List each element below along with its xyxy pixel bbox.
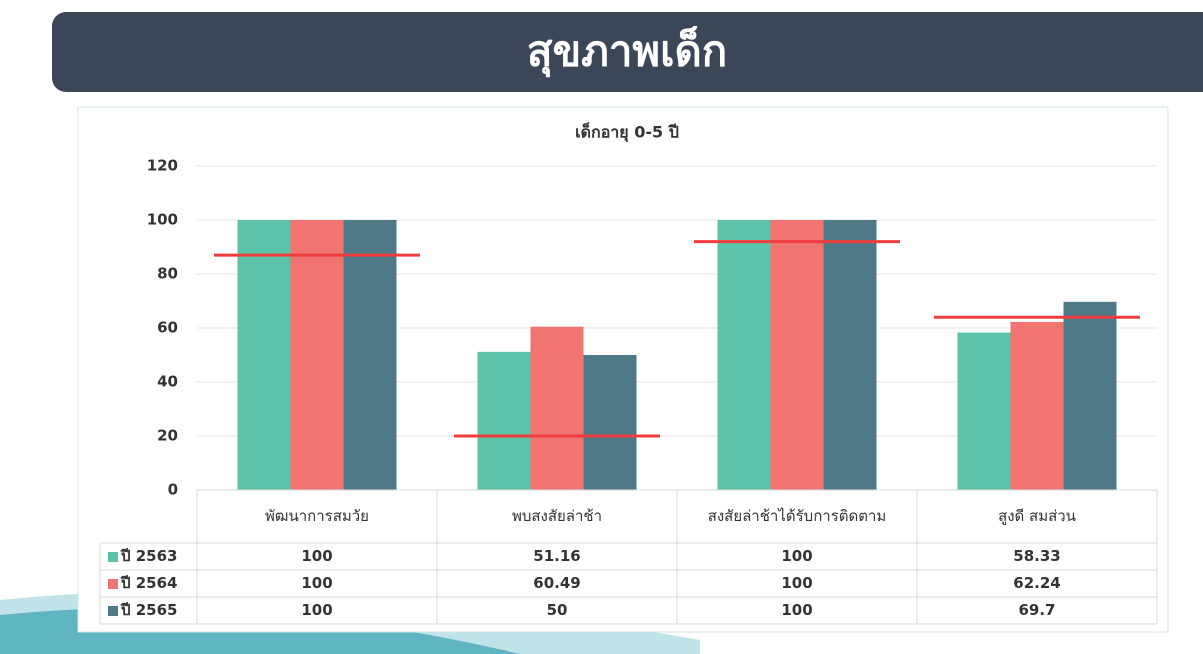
legend-swatch	[108, 578, 118, 589]
table-value: 60.49	[533, 574, 581, 592]
bar	[530, 326, 584, 490]
y-tick-label: 20	[157, 427, 178, 445]
table-value: 100	[301, 547, 333, 565]
table-value: 51.16	[533, 547, 581, 565]
legend-entry: ปี 2565	[100, 597, 197, 624]
y-tick-label: 100	[147, 211, 178, 229]
category-label: สงสัยล่าช้าได้รับการติดตาม	[707, 507, 887, 525]
category-label: พบสงสัยล่าช้า	[511, 507, 603, 525]
table-value: 100	[781, 547, 813, 565]
table-value: 100	[781, 574, 813, 592]
bar	[1063, 301, 1117, 490]
legend-swatch	[108, 605, 118, 616]
bar	[343, 220, 397, 490]
bar	[290, 220, 344, 490]
bar	[770, 220, 824, 490]
y-tick-label: 60	[157, 319, 178, 337]
bar	[477, 351, 531, 490]
bar	[957, 332, 1011, 490]
y-tick-label: 0	[168, 481, 178, 499]
category-label: สูงดี สมส่วน	[998, 507, 1076, 525]
header-bar	[52, 12, 1203, 92]
category-label: พัฒนาการสมวัย	[265, 507, 369, 525]
table-value: 100	[301, 574, 333, 592]
table-value: 62.24	[1013, 574, 1061, 592]
table-value: 69.7	[1018, 601, 1056, 619]
y-tick-label: 120	[147, 157, 178, 175]
bar	[823, 220, 877, 490]
legend-swatch	[108, 551, 118, 562]
y-tick-label: 40	[157, 373, 178, 391]
table-value: 58.33	[1013, 547, 1061, 565]
legend-entry: ปี 2564	[100, 570, 197, 597]
bar	[717, 220, 771, 490]
legend-entry: ปี 2563	[100, 543, 197, 570]
chart-title: เด็กอายุ 0-5 ปี	[575, 121, 679, 143]
page-title: สุขภาพเด็ก	[527, 26, 727, 78]
table-value: 100	[781, 601, 813, 619]
bar	[583, 355, 637, 490]
y-tick-label: 80	[157, 265, 178, 283]
table-value: 50	[546, 601, 568, 619]
table-value: 100	[301, 601, 333, 619]
legend-label: ปี 2565	[121, 601, 178, 619]
bar	[1010, 321, 1064, 490]
legend-label: ปี 2563	[121, 547, 178, 565]
bar	[237, 220, 291, 490]
legend-label: ปี 2564	[121, 574, 178, 592]
